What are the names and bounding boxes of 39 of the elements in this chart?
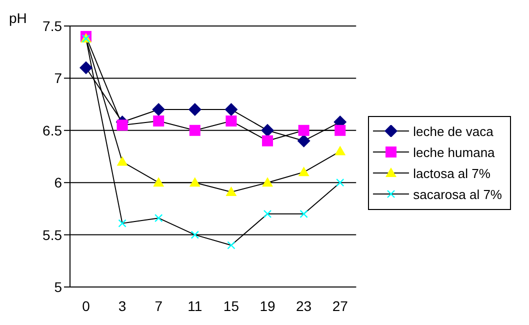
y-tick-label: 7 (54, 70, 62, 86)
x-tick-label: 11 (188, 298, 202, 314)
y-tick-label: 6 (54, 174, 62, 191)
point (226, 116, 237, 127)
point (334, 124, 346, 136)
x-tick-label: 19 (260, 298, 276, 314)
point (80, 61, 92, 74)
point (298, 124, 310, 136)
y-tick-label: 6.5 (42, 122, 62, 138)
point (334, 146, 346, 156)
point (188, 103, 202, 116)
point (153, 116, 164, 127)
point (226, 186, 237, 196)
legend-label: leche de vaca (413, 124, 494, 138)
point (262, 135, 274, 146)
y-tick-label: 5.5 (42, 226, 62, 243)
point (298, 166, 310, 176)
x-tick-label: 15 (223, 298, 240, 314)
point (224, 103, 238, 116)
y-tick-label: 5 (54, 278, 62, 295)
y-axis-title: pH (9, 10, 27, 26)
point (261, 124, 274, 137)
point (152, 103, 166, 116)
x-tick-label: 23 (296, 298, 312, 314)
legend-label: leche humana (413, 144, 495, 160)
x-tick-label: 7 (154, 298, 163, 314)
x-tick-label: 3 (118, 298, 126, 314)
x-tick-label: 27 (332, 298, 348, 314)
point (189, 177, 200, 187)
point (262, 177, 274, 187)
x-tick-label: 0 (82, 298, 90, 314)
legend-label: lactosa al 7% (413, 166, 490, 180)
point (189, 124, 200, 136)
legend-label: sacarosa al 7% (413, 186, 502, 202)
point (297, 134, 310, 148)
point (153, 177, 164, 187)
point (116, 156, 128, 166)
point (116, 120, 128, 131)
y-tick-label: 7.5 (42, 18, 62, 34)
